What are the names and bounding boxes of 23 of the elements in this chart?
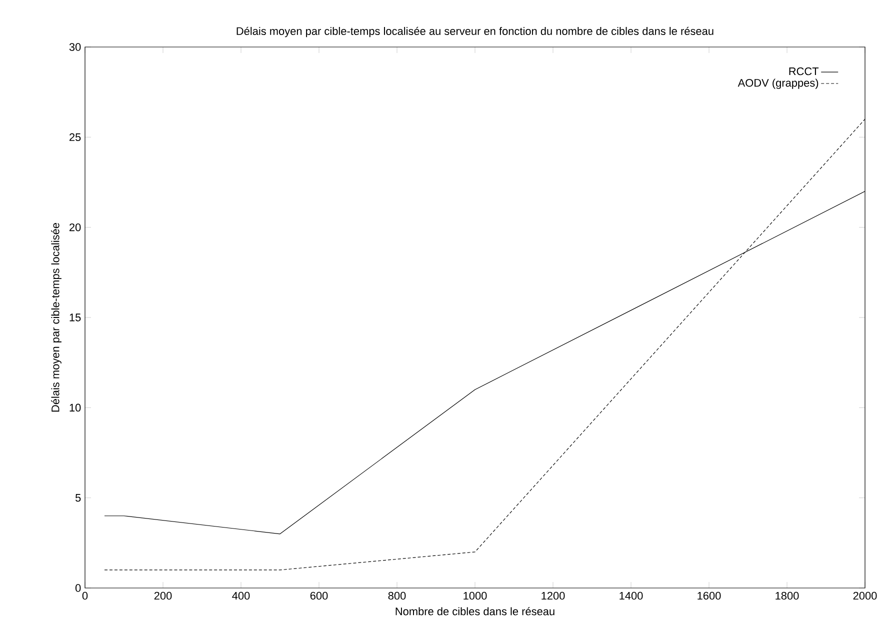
x-tick-label: 0	[82, 592, 88, 600]
x-tick-label: 200	[154, 592, 172, 600]
x-tick-label: 1000	[464, 592, 487, 600]
y-tick-label: 15	[70, 314, 81, 322]
x-axis-title: Nombre de cibles dans le réseau	[396, 607, 554, 616]
y-tick-label: 5	[75, 494, 81, 502]
y-tick-label: 0	[75, 584, 81, 592]
x-tick-label: 1600	[698, 592, 721, 600]
y-axis-title: Délais moyen par cible-temps localisée	[51, 223, 62, 412]
x-tick-label: 800	[388, 592, 406, 600]
x-tick-label: 1400	[620, 592, 643, 600]
x-tick-label: 600	[310, 592, 328, 600]
x-tick-label: 1800	[776, 592, 799, 600]
y-tick-label: 30	[69, 43, 81, 51]
legend-label: RCCT	[789, 67, 819, 76]
x-tick-label: 400	[232, 592, 250, 600]
y-tick-label: 10	[70, 404, 81, 412]
legend-label: AODV (grappes)	[738, 78, 818, 89]
y-tick-label: 20	[70, 223, 81, 232]
x-tick-label: 1200	[542, 592, 565, 600]
x-tick-label: 2000	[853, 592, 877, 600]
y-tick-label: 25	[70, 133, 81, 142]
chart-title: Délais moyen par cible-temps localisée au serveur en fonction du nombre de cibles dans le réseau	[236, 26, 714, 38]
